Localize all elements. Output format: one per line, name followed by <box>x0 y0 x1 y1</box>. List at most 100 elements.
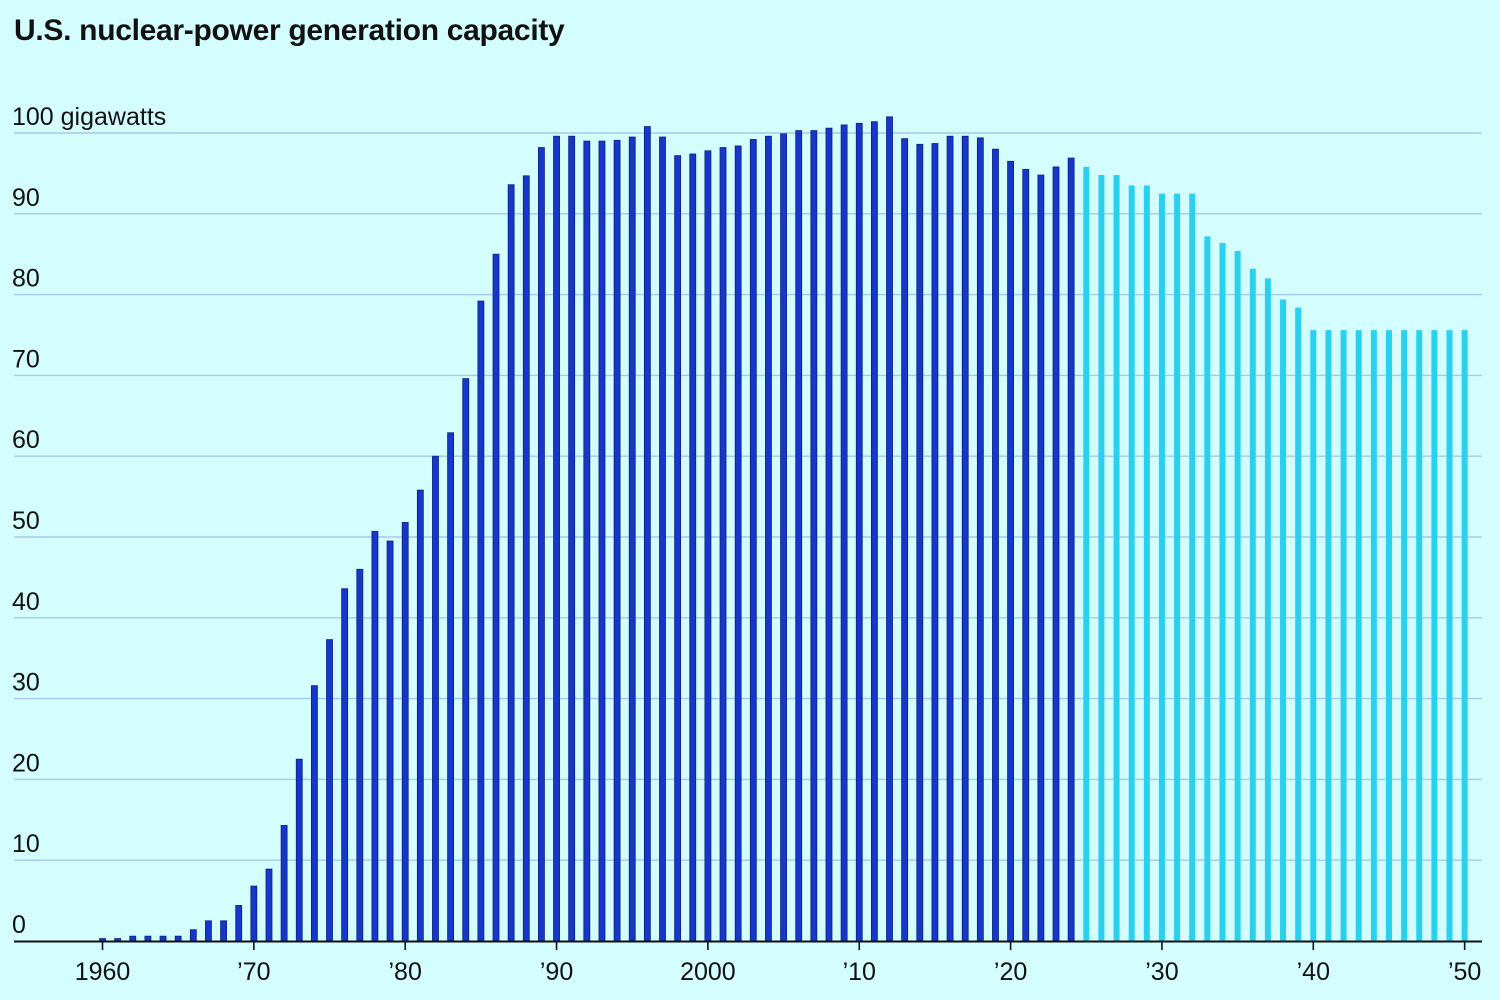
y-tick-label: 100 gigawatts <box>12 103 166 131</box>
bar-projected-2047 <box>1416 330 1423 941</box>
bar-actual-1980 <box>401 522 409 942</box>
bar-actual-1992 <box>583 140 591 942</box>
bar-actual-2023 <box>1052 166 1060 942</box>
x-tick-label: ’10 <box>843 958 876 986</box>
bar-projected-2028 <box>1128 185 1135 941</box>
bar-actual-1964 <box>159 935 167 942</box>
bar-actual-2010 <box>855 122 863 942</box>
bar-actual-2000 <box>704 150 712 942</box>
bar-actual-1966 <box>189 929 197 942</box>
bar-actual-1985 <box>477 300 485 942</box>
bar-actual-2016 <box>946 135 954 942</box>
bar-actual-1979 <box>386 540 394 942</box>
bar-projected-2038 <box>1280 299 1287 941</box>
bar-projected-2045 <box>1385 330 1392 941</box>
bar-projected-2044 <box>1370 330 1377 941</box>
bar-actual-1974 <box>310 685 318 942</box>
y-tick-label: 90 <box>12 184 40 212</box>
bar-actual-1981 <box>416 489 424 942</box>
bar-actual-1990 <box>553 135 560 942</box>
bar-actual-1989 <box>538 147 545 942</box>
bar-actual-2008 <box>825 127 833 942</box>
x-tick-label: ’90 <box>540 958 573 986</box>
bar-actual-1983 <box>447 432 455 942</box>
bar-actual-2021 <box>1022 168 1030 942</box>
bar-actual-2014 <box>916 143 924 942</box>
x-tick-label: 2000 <box>680 958 736 986</box>
bar-projected-2035 <box>1234 250 1241 942</box>
bar-actual-1969 <box>235 905 243 942</box>
bar-actual-2002 <box>734 145 742 942</box>
bar-actual-1986 <box>492 253 500 942</box>
bar-actual-2019 <box>992 148 999 942</box>
bar-projected-2041 <box>1325 330 1332 941</box>
y-tick-label: 0 <box>12 911 26 939</box>
y-tick-label: 40 <box>12 588 40 616</box>
bar-actual-2004 <box>765 135 772 942</box>
bar-actual-1988 <box>522 175 530 942</box>
bar-projected-2042 <box>1340 330 1347 941</box>
bar-projected-2048 <box>1431 330 1438 941</box>
bar-actual-2024 <box>1067 157 1075 942</box>
bar-projected-2033 <box>1204 236 1211 942</box>
bar-actual-2018 <box>976 137 984 942</box>
bar-actual-2017 <box>961 135 969 942</box>
x-tick-label: ’70 <box>237 958 270 986</box>
y-tick-label: 10 <box>12 830 40 858</box>
x-tick-label: 1960 <box>75 958 131 986</box>
bar-projected-2030 <box>1158 193 1165 942</box>
y-axis-labels: 100 gigawatts 90 80 70 60 50 40 30 20 10 0 <box>12 103 166 939</box>
bar-actual-2020 <box>1007 160 1014 942</box>
bar-actual-1995 <box>628 136 636 942</box>
bar-actual-2005 <box>780 133 787 942</box>
bar-projected-2046 <box>1401 330 1408 941</box>
bar-projected-2049 <box>1446 330 1453 941</box>
bar-actual-2001 <box>719 147 727 942</box>
x-tick-label: ’50 <box>1448 958 1481 986</box>
y-tick-label: 80 <box>12 265 40 293</box>
bar-actual-1982 <box>432 455 439 942</box>
x-tick-label: ’20 <box>994 958 1027 986</box>
bar-projected-2031 <box>1174 193 1181 942</box>
bars <box>99 116 1468 942</box>
x-tick-label: ’30 <box>1145 958 1178 986</box>
bar-actual-1970 <box>250 885 258 942</box>
bar-actual-1962 <box>129 935 137 942</box>
bar-actual-2022 <box>1037 174 1045 942</box>
bar-actual-2015 <box>931 143 939 942</box>
bar-projected-2025 <box>1083 166 1090 941</box>
bar-projected-2032 <box>1189 193 1196 942</box>
y-tick-label: 20 <box>12 749 40 777</box>
y-tick-label: 50 <box>12 507 40 535</box>
bar-actual-1987 <box>507 184 515 942</box>
bar-actual-1967 <box>205 920 212 942</box>
bar-actual-1999 <box>689 153 697 942</box>
bar-actual-1993 <box>598 140 606 942</box>
bar-actual-1963 <box>144 935 152 942</box>
bar-actual-1975 <box>326 639 333 942</box>
bar-projected-2027 <box>1113 175 1120 941</box>
bar-projected-2036 <box>1249 268 1256 941</box>
bar-projected-2029 <box>1143 185 1150 941</box>
x-axis: 1960 ’70 ’80 ’90 2000 ’10 ’20 ’30 ’40 ’50 <box>14 940 1482 986</box>
bar-projected-2040 <box>1310 330 1317 941</box>
x-tick-label: ’80 <box>389 958 422 986</box>
bar-projected-2050 <box>1461 330 1468 941</box>
y-tick-label: 60 <box>12 426 40 454</box>
bar-actual-2006 <box>795 130 803 942</box>
bar-actual-1976 <box>341 588 349 942</box>
bar-actual-1978 <box>371 530 379 942</box>
bar-actual-1994 <box>613 139 621 942</box>
bar-projected-2037 <box>1264 278 1271 941</box>
bar-actual-1996 <box>643 126 651 942</box>
bar-actual-2003 <box>749 139 757 942</box>
bar-actual-1984 <box>462 378 470 942</box>
bar-actual-1971 <box>265 868 273 942</box>
bar-actual-1997 <box>659 136 666 942</box>
chart-title: U.S. nuclear-power generation capacity <box>14 14 565 47</box>
bar-projected-2026 <box>1098 175 1105 941</box>
bar-actual-2012 <box>886 116 893 942</box>
bar-actual-1991 <box>568 135 576 942</box>
bar-projected-2043 <box>1355 330 1362 941</box>
